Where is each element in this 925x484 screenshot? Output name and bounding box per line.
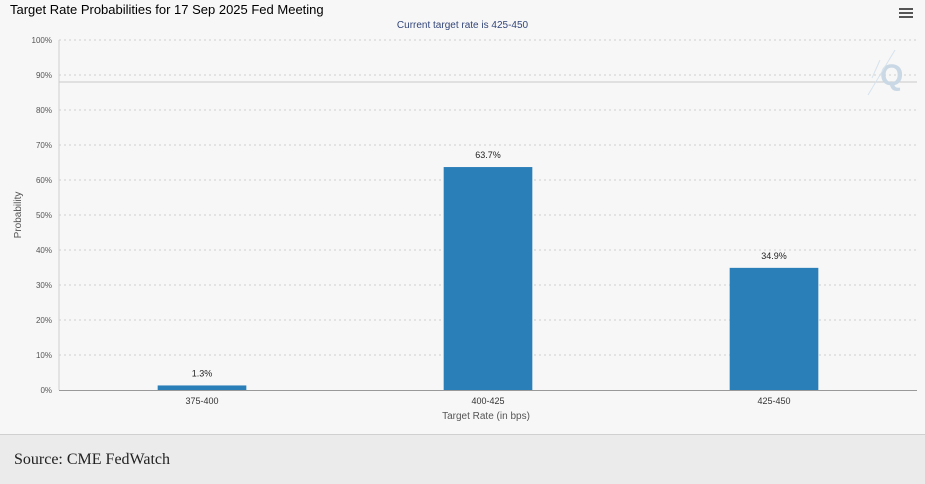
x-tick-label: 425-450 xyxy=(757,396,790,406)
source-text: Source: CME FedWatch xyxy=(14,451,171,468)
y-tick-label: 50% xyxy=(36,211,52,220)
y-tick-label: 80% xyxy=(36,106,52,115)
y-tick-label: 0% xyxy=(40,386,52,395)
y-tick-label: 40% xyxy=(36,246,52,255)
x-tick-label: 375-400 xyxy=(185,396,218,406)
data-label: 63.7% xyxy=(475,150,501,160)
data-label: 1.3% xyxy=(192,368,213,378)
y-tick-label: 20% xyxy=(36,316,52,325)
y-tick-label: 10% xyxy=(36,351,52,360)
data-label: 34.9% xyxy=(761,251,787,261)
x-tick-label: 400-425 xyxy=(471,396,504,406)
x-axis-title: Target Rate (in bps) xyxy=(442,411,530,422)
bar-375-400[interactable] xyxy=(157,385,247,390)
y-tick-label: 60% xyxy=(36,176,52,185)
source-bar: Source: CME FedWatch xyxy=(0,434,925,484)
bar-400-425[interactable] xyxy=(443,167,533,390)
quikstrike-logo-icon: Q xyxy=(867,49,903,96)
bar-425-450[interactable] xyxy=(729,267,819,390)
hamburger-menu-icon[interactable] xyxy=(899,6,913,19)
chart-area: Target Rate Probabilities for 17 Sep 202… xyxy=(10,2,917,422)
y-tick-label: 30% xyxy=(36,281,52,290)
chart-title: Target Rate Probabilities for 17 Sep 202… xyxy=(10,2,324,17)
y-tick-label: 70% xyxy=(36,141,52,150)
y-tick-label: 100% xyxy=(32,36,52,45)
bar-chart: Q 0% 10% 20% 30% 40% 50% 60% 70% 80% 90% 100% 1.3% 3… xyxy=(13,36,917,422)
y-tick-label: 90% xyxy=(36,71,52,80)
svg-text:Q: Q xyxy=(880,59,903,92)
y-axis-title: Probability xyxy=(13,192,24,239)
chart-subtitle: Current target rate is 425-450 xyxy=(396,20,529,31)
